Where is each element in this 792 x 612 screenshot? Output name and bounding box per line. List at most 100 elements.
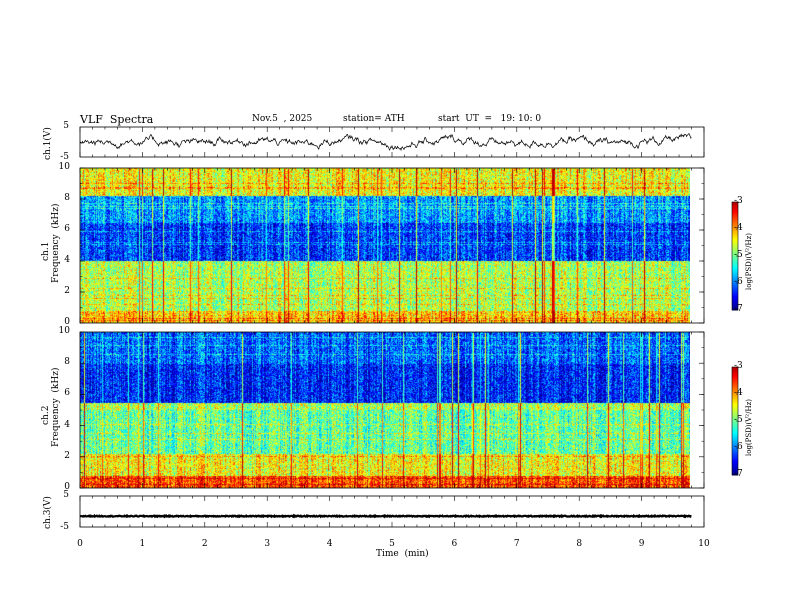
x-tick-label: 8 — [576, 539, 583, 549]
x-axis-label: Time (min) — [376, 549, 429, 559]
colorbar2-cell — [732, 406, 738, 409]
header-station: station= ATH — [343, 114, 405, 124]
colorbar2-cell — [732, 394, 738, 397]
ch2-spectrogram-image — [80, 332, 690, 488]
colorbar2-cell — [732, 376, 738, 379]
colorbar2-cell — [732, 466, 738, 469]
colorbar1-cell — [732, 266, 738, 270]
colorbar2-cell — [732, 390, 738, 393]
colorbar2-cell — [732, 440, 738, 444]
colorbar2-cell — [732, 453, 738, 456]
spec-ytick-label: 0 — [64, 482, 70, 492]
colorbar1-tick-label: -5 — [734, 250, 743, 260]
colorbar2-cell — [732, 469, 738, 472]
spec-ytick-label: 2 — [64, 286, 70, 296]
colorbar1-cell — [732, 257, 738, 261]
x-tick-label: 0 — [77, 539, 83, 549]
colorbar1-cell — [732, 268, 738, 271]
colorbar1-cell — [732, 238, 738, 241]
colorbar1-cell — [732, 229, 738, 232]
colorbar2-cell — [732, 395, 738, 399]
ch1-ytick-label: 5 — [63, 121, 69, 131]
x-tick-label: 7 — [513, 539, 520, 549]
colorbar1-cell — [732, 218, 738, 221]
x-tick-label: 1 — [139, 539, 146, 549]
colorbar2-cell — [732, 421, 738, 424]
ch1-ytick-label: -5 — [60, 152, 69, 162]
spec-ytick-label: 4 — [64, 419, 70, 430]
ch3-ytick-label: -5 — [60, 522, 69, 532]
colorbar1-cell — [732, 250, 738, 253]
ch3-waveform-line — [79, 513, 692, 519]
colorbar2-cell — [732, 397, 738, 400]
colorbar2-cell — [732, 367, 738, 370]
colorbar1-cell — [732, 254, 738, 257]
colorbar1-cell — [732, 205, 738, 208]
colorbar2-cell — [732, 457, 738, 460]
colorbar2-tick-label: -4 — [734, 388, 743, 398]
colorbar1-cell — [732, 304, 738, 307]
colorbar1-cell — [732, 230, 738, 234]
colorbar1-tick-label: -3 — [734, 196, 743, 206]
colorbar2-cell — [732, 464, 738, 467]
colorbar1-cell — [732, 252, 738, 255]
colorbar1-cell — [732, 302, 738, 306]
colorbar2-cell — [732, 426, 738, 429]
colorbar1-cell — [732, 281, 738, 284]
colorbar2-cell — [732, 372, 738, 375]
colorbar2-cell — [732, 368, 738, 372]
spec-ytick-label: 10 — [58, 326, 70, 336]
ch1-freq-label-unit: Frequency (kHz) — [51, 203, 61, 283]
colorbar2-cell — [732, 385, 738, 388]
colorbar2-cell — [732, 383, 738, 386]
x-tick-label: 6 — [451, 539, 458, 549]
colorbar1-cell — [732, 275, 738, 279]
colorbar1-cell — [732, 292, 738, 295]
colorbar2-cell — [732, 444, 738, 447]
colorbar2-cell — [732, 449, 738, 453]
spec-ytick-label: 6 — [64, 224, 70, 234]
colorbar2-cell — [732, 451, 738, 454]
ch1-spectrogram-image — [80, 168, 690, 323]
colorbar2-cell — [732, 404, 738, 408]
colorbar2-cell — [732, 399, 738, 402]
colorbar2-cell — [732, 458, 738, 462]
colorbar1-cell — [732, 295, 738, 298]
colorbar2-cell — [732, 370, 738, 373]
colorbar1-cell — [732, 301, 738, 304]
x-tick-label: 10 — [698, 539, 710, 549]
colorbar1-cell — [732, 284, 738, 288]
colorbar1-cell — [732, 261, 738, 264]
x-tick-label: 9 — [638, 539, 645, 549]
colorbar2-cell — [732, 377, 738, 381]
colorbar2-cell — [732, 417, 738, 420]
colorbar1-cell — [732, 279, 738, 282]
x-tick-label: 3 — [264, 539, 271, 549]
colorbar2-tick-label: -3 — [734, 361, 743, 371]
spec-ytick-label: 0 — [64, 317, 70, 327]
colorbar2-tick-label: -5 — [734, 415, 743, 425]
colorbar1-cell — [732, 214, 738, 217]
colorbar2-cell — [732, 448, 738, 451]
spec-ytick-label: 4 — [64, 255, 70, 265]
colorbar1-cell — [732, 212, 738, 216]
colorbar1-cell — [732, 234, 738, 237]
spec-ytick-label: 8 — [64, 357, 70, 368]
colorbar2-cell — [732, 419, 738, 422]
ch1-freq-label-channel: ch.1 — [41, 241, 51, 261]
colorbar2-cell — [732, 379, 738, 382]
chart-title: VLF Spectra — [80, 113, 154, 126]
colorbar1-label: log(PSD)(V²/Hz) — [745, 233, 753, 290]
colorbar1-cell — [732, 225, 738, 228]
colorbar1-cell — [732, 239, 738, 243]
colorbar2-cell — [732, 415, 738, 418]
colorbar1-cell — [732, 247, 738, 250]
spec-ytick-label: 2 — [64, 450, 70, 461]
colorbar1-cell — [732, 243, 738, 246]
colorbar1-cell — [732, 306, 738, 309]
colorbar1-cell — [732, 232, 738, 235]
colorbar1-cell — [732, 265, 738, 268]
colorbar2-cell — [732, 386, 738, 390]
colorbar1-cell — [732, 270, 738, 273]
